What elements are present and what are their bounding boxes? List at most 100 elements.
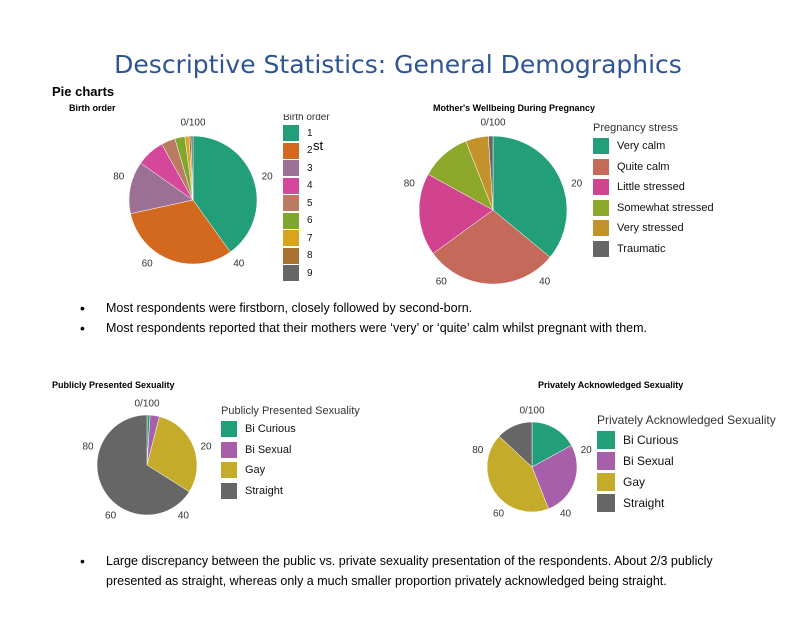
legend-label: Quite calm	[617, 160, 670, 173]
tick-label: 20	[262, 171, 274, 182]
legend-swatch	[593, 138, 609, 154]
bullet-item: Most respondents reported that their mot…	[74, 318, 754, 338]
tick-label: 20	[200, 441, 212, 452]
legend-swatch	[283, 230, 299, 246]
legend-label: Little stressed	[617, 181, 685, 193]
bullet-item: Most respondents were firstborn, closely…	[74, 298, 754, 318]
legend-swatch	[593, 199, 609, 216]
legend-swatch	[221, 421, 237, 437]
legend-label: 9	[307, 267, 313, 279]
legend-item-gay: Gay	[597, 473, 776, 491]
legend-label: 7	[307, 232, 313, 244]
legend-label: Straight	[623, 496, 665, 510]
legend-label: Somewhat stressed	[617, 201, 714, 214]
pie-slice-little-stressed	[418, 174, 494, 254]
pie-slice-1	[192, 135, 258, 253]
legend-swatch	[593, 158, 609, 175]
legend-item-7: 7	[283, 230, 330, 246]
pie-slice-very-calm	[492, 135, 568, 258]
tick-label: 40	[178, 511, 190, 522]
legend-label: 3	[307, 162, 313, 174]
page-title: Descriptive Statistics: General Demograp…	[114, 50, 682, 79]
pie-slice-straight	[498, 421, 533, 468]
pie-slice-straight	[96, 414, 190, 516]
legend-label: Very stressed	[617, 222, 684, 234]
tick-label: 80	[82, 441, 94, 452]
legend-item-6: 6	[283, 212, 330, 229]
legend-item-5: 5	[283, 195, 330, 211]
wellbeing-pie-chart: 0/100 20 40 60 80	[404, 118, 583, 288]
legend-title: Pregnancy stress	[593, 122, 678, 134]
legend-label: Bi Sexual	[623, 454, 674, 468]
tick-label: 0/100	[180, 118, 205, 129]
tick-label: 80	[472, 445, 484, 456]
legend-item-bi-curious: Bi Curious	[597, 431, 776, 449]
legend-item-very-stressed: Very stressed	[593, 220, 714, 236]
legend-swatch	[593, 240, 609, 257]
legend-swatch	[283, 160, 299, 176]
legend-label: Traumatic	[617, 242, 666, 255]
tick-label: 60	[142, 259, 154, 270]
legend-swatch	[283, 265, 299, 281]
public-sexuality-chart-title: Publicly Presented Sexuality	[52, 380, 175, 390]
legend-swatch	[221, 441, 237, 458]
legend-label: 2	[307, 145, 313, 156]
legend-item-somewhat-stressed: Somewhat stressed	[593, 199, 714, 216]
pie-slice-traumatic	[488, 135, 494, 211]
tick-label: 60	[493, 509, 505, 520]
tick-label: 20	[571, 178, 583, 189]
tick-label: 60	[436, 277, 448, 288]
stray-superscript: st	[313, 138, 324, 153]
legend-item-traumatic: Traumatic	[593, 240, 714, 257]
legend-item-straight: Straight	[221, 482, 360, 499]
tick-label: 40	[539, 277, 551, 288]
legend-swatch	[283, 125, 299, 141]
pie-slice-quite-calm	[432, 209, 551, 285]
legend-item-1: 1	[283, 125, 330, 141]
pie-slice-gay	[146, 416, 198, 493]
legend-item-4: 4	[283, 177, 330, 194]
tick-label: 0/100	[480, 118, 505, 129]
legend-item-very-calm: Very calm	[593, 138, 714, 154]
birth-order-pie-chart: 0/100 20 40 60 80	[113, 118, 274, 270]
legend-label: 4	[307, 180, 313, 191]
legend-item-8: 8	[283, 247, 330, 264]
legend-label: Straight	[245, 484, 283, 497]
legend-label: Gay	[623, 475, 646, 489]
pie-slice-bi-curious	[531, 421, 572, 468]
legend-label: Bi Sexual	[245, 443, 292, 456]
tick-label: 20	[581, 445, 593, 456]
legend-item-9: 9	[283, 265, 330, 281]
section-label: Pie charts	[52, 84, 115, 99]
pie-slice-bi-sexual	[531, 444, 578, 510]
legend-swatch	[597, 494, 615, 512]
legend-label: 8	[307, 250, 313, 261]
legend-swatch	[593, 179, 609, 195]
birth-order-legend: Birth order 1 2 3 4 5 6 7 8 9	[283, 114, 330, 281]
legend-label: Gay	[245, 464, 266, 476]
legend-title: Birth order	[283, 114, 330, 122]
legend-swatch	[221, 482, 237, 499]
public-sexuality-pie-chart: 0/100 20 40 60 80	[82, 399, 212, 522]
tick-label: 40	[560, 509, 572, 520]
birth-order-chart-title: Birth order	[69, 103, 116, 113]
legend-item-bi-sexual: Bi Sexual	[597, 452, 776, 470]
legend-label: Bi Curious	[623, 433, 679, 447]
legend-title: Privately Acknowledged Sexuality	[597, 413, 776, 427]
tick-label: 40	[233, 259, 245, 270]
pie-slice-2	[130, 199, 231, 265]
legend-swatch	[283, 212, 299, 229]
top-bullet-list: Most respondents were firstborn, closely…	[74, 298, 754, 338]
private-sexuality-pie-chart: 0/100 20 40 60 80	[472, 406, 593, 520]
tick-label: 80	[113, 171, 125, 182]
legend-swatch	[593, 220, 609, 236]
legend-item-bi-sexual: Bi Sexual	[221, 441, 360, 458]
legend-label: Bi Curious	[245, 423, 296, 435]
private-sexuality-chart-title: Privately Acknowledged Sexuality	[538, 380, 684, 390]
legend-swatch	[221, 462, 237, 478]
bottom-bullet-list: Large discrepancy between the public vs.…	[74, 551, 754, 591]
legend-swatch	[597, 452, 615, 470]
legend-label: 5	[307, 197, 313, 209]
wellbeing-legend: Pregnancy stress Very calm Quite calm Littl…	[593, 122, 714, 261]
legend-label: Very calm	[617, 140, 666, 152]
